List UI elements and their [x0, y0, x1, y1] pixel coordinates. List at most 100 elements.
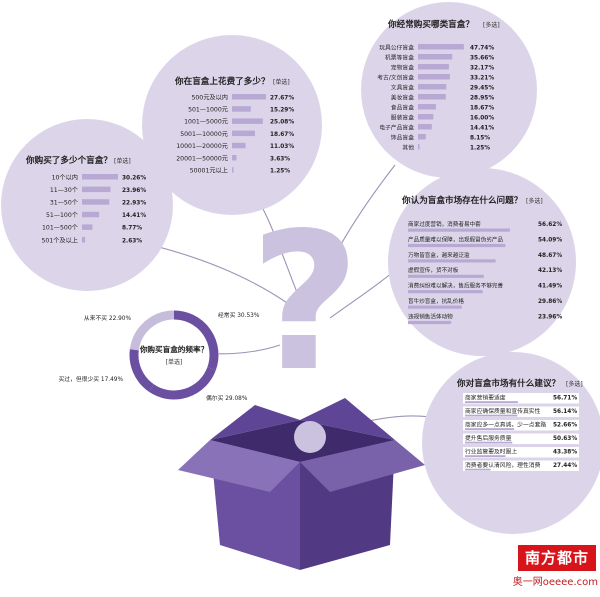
problems-bar: [408, 305, 462, 309]
frequency-tag: [单选]: [166, 358, 183, 366]
suggestions-value-label: 50.63%: [553, 436, 577, 442]
count-category-label: 10个以内: [52, 173, 78, 181]
spend-circle: [142, 35, 322, 215]
category-bar: [418, 74, 450, 80]
problems-bar: [408, 274, 484, 278]
spend-category-label: 501—1000元: [188, 107, 228, 114]
problems-category-label: 商家过度营销，消费者易中套: [408, 220, 481, 228]
problems-value-label: 29.86%: [538, 299, 562, 305]
category-title: 你经常购买哪类盲盒？: [387, 18, 474, 30]
brand-site: 奥一网oeeee.com: [512, 577, 598, 588]
category-category-label: 服装盲盒: [391, 113, 414, 121]
frequency-label: 从来不买 22.90%: [84, 314, 132, 322]
category-bar: [418, 84, 447, 90]
category-bar: [418, 44, 464, 50]
spend-category-label: 20001—50000元: [176, 155, 228, 162]
problems-category-label: 万物皆盲盒，越来越泛滥: [408, 251, 470, 259]
count-value-label: 14.41%: [122, 213, 146, 219]
category-category-label: 考古/文创盲盒: [377, 73, 414, 81]
newspaper-logo: 南方都市報 奥一网oeeee.com: [498, 545, 598, 593]
category-value-label: 28.95%: [470, 95, 494, 101]
problems-bar: [408, 320, 452, 325]
spend-category-label: 5001—10000元: [180, 131, 228, 138]
category-bar: [418, 144, 420, 150]
category-value-label: 14.41%: [470, 125, 494, 131]
category-chart: 玩具公仔盲盒 47.74% 机票等盲盒 35.66% 宠物盲盒 32.17% 考古/文创盲盒…: [377, 43, 494, 151]
problems-value-label: 41.49%: [538, 284, 562, 290]
spend-bar: [232, 130, 255, 137]
category-circle: [361, 2, 537, 178]
spend-category-label: 500元及以内: [191, 93, 228, 101]
box-graphic: [178, 398, 425, 570]
spend-bar: [232, 106, 251, 112]
spend-category-label: 1001—5000元: [184, 119, 228, 126]
category-category-label: 机票等盲盒: [385, 53, 414, 61]
suggestions-row-bg: [463, 406, 579, 417]
spend-category-label: 50001元以上: [190, 167, 228, 175]
problems-tag: [多选]: [526, 197, 543, 205]
suggestions-category-label: 提升售后服务质量: [465, 434, 512, 442]
spend-bar: [232, 167, 234, 173]
suggestions-category-label: 商家应多一点真诚，少一点套路: [465, 421, 546, 429]
problems-bar: [408, 290, 483, 294]
suggestions-row-bg: [463, 420, 579, 431]
spend-value-label: 11.03%: [270, 144, 294, 150]
category-value-label: 29.45%: [470, 85, 494, 91]
count-bar: [82, 237, 86, 243]
suggestions-row-bg: [463, 460, 579, 471]
suggestions-row-bg: [463, 447, 579, 458]
frequency-slice: [129, 310, 175, 351]
count-bar: [82, 199, 110, 205]
count-chart: 10个以内 30.26% 11—30个 23.96% 31—50个 22.93% 51—10…: [41, 173, 146, 244]
count-value-label: 30.26%: [122, 175, 146, 181]
problems-bar: [408, 243, 506, 248]
frequency-label: 经常买 30.53%: [218, 311, 260, 319]
spend-value-label: 18.67%: [270, 132, 294, 138]
problems-value-label: 54.09%: [538, 237, 562, 243]
problems-bar: [408, 259, 496, 263]
count-bar: [82, 211, 100, 218]
category-category-label: 美妆盲盒: [391, 93, 414, 101]
suggestions-bar: [465, 414, 518, 417]
count-category-label: 101—500个: [42, 225, 78, 232]
frequency-donut: 你购买盲盒的频率？ [单选] 经常买 30.53% 偶尔买 29.08% 买过，但很…: [58, 310, 260, 402]
problems-value-label: 42.13%: [538, 268, 562, 274]
problems-value-label: 48.67%: [538, 253, 562, 259]
category-bar: [418, 104, 436, 110]
category-bar: [418, 124, 432, 130]
suggestions-bar: [465, 428, 515, 430]
count-category-label: 31—50个: [50, 200, 78, 207]
question-mark-graphic: ?: [250, 192, 360, 413]
count-tag: [单选]: [114, 157, 131, 165]
spend-category-label: 10001—20000元: [176, 143, 228, 150]
category-category-label: 食品盲盒: [391, 103, 414, 111]
spend-title: 你在盲盒上花费了多少？: [174, 75, 270, 87]
suggestions-value-label: 56.14%: [553, 409, 577, 415]
suggestions-chart: 商家营销要适度 56.71% 商家应确保质量和宣传真实性 56.14% 商家应多一点真诚…: [463, 393, 579, 471]
suggestions-title: 你对盲盒市场有什么建议？: [456, 377, 560, 389]
count-value-label: 22.93%: [122, 201, 146, 207]
spend-value-label: 25.08%: [270, 120, 294, 126]
suggestions-tag: [多选]: [566, 380, 583, 388]
brand-name: 南方都市報: [518, 545, 596, 593]
count-bar: [82, 186, 111, 193]
category-category-label: 文具盲盒: [391, 83, 414, 91]
spend-value-label: 3.63%: [270, 156, 290, 162]
category-value-label: 18.67%: [470, 105, 494, 111]
count-category-label: 11—30个: [50, 187, 78, 194]
suggestions-value-label: 43.38%: [553, 450, 577, 456]
spend-tag: [单选]: [273, 78, 290, 86]
category-value-label: 33.21%: [470, 75, 494, 81]
suggestions-category-label: 商家营销要适度: [465, 394, 506, 402]
problems-value-label: 56.62%: [538, 222, 562, 228]
spend-bar: [232, 118, 263, 124]
spend-chart: 500元及以内 27.67% 501—1000元 15.29% 1001—5000元 25…: [176, 93, 294, 174]
category-value-label: 35.66%: [470, 55, 494, 61]
suggestions-row-bg: [463, 393, 579, 404]
suggestions-bar: [465, 468, 491, 471]
svg-text:?: ?: [250, 192, 360, 413]
count-value-label: 2.63%: [122, 238, 142, 244]
problems-category-label: 盲牛炒盲盒，抗乱价格: [408, 297, 464, 305]
count-category-label: 501个及以上: [41, 236, 78, 244]
